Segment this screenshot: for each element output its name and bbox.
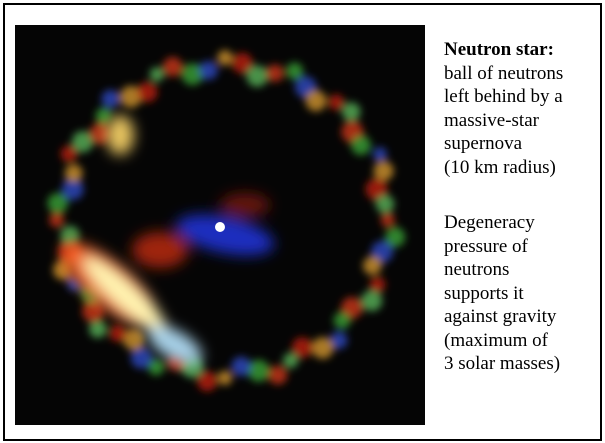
definition-line: left behind by a xyxy=(444,85,563,109)
remnant-blob xyxy=(199,61,218,80)
remnant-blob xyxy=(374,161,394,181)
remnant-blob xyxy=(351,135,371,155)
remnant-blob xyxy=(328,94,344,110)
remnant-blob xyxy=(137,82,157,102)
note-line: 3 solar masses) xyxy=(444,352,563,376)
remnant-blob xyxy=(248,360,270,382)
remnant-blob xyxy=(268,366,287,385)
remnant-blob xyxy=(286,63,303,80)
remnant-blob xyxy=(218,371,232,385)
note-line: against gravity xyxy=(444,305,563,329)
remnant-blob xyxy=(342,102,361,121)
note-line: neutrons xyxy=(444,258,563,282)
remnant-blob xyxy=(123,329,144,350)
definition-line: massive-star xyxy=(444,109,563,133)
remnant-blob xyxy=(49,213,64,228)
remnant-blob xyxy=(101,90,119,108)
remnant-blob xyxy=(217,50,232,65)
remnant-blob xyxy=(370,277,386,293)
remnant-blob xyxy=(131,347,152,368)
remnant-blob xyxy=(109,325,126,342)
remnant-blob xyxy=(246,65,268,87)
note-line: Degeneracy xyxy=(444,211,563,235)
remnant-blob xyxy=(381,213,395,227)
note-line: supports it xyxy=(444,282,563,306)
remnant-blob xyxy=(60,226,79,245)
remnant-blob xyxy=(312,337,334,359)
remnant-blob xyxy=(305,90,326,111)
note-line: pressure of xyxy=(444,235,563,259)
remnant-blob xyxy=(376,195,395,214)
remnant-blob xyxy=(334,312,351,329)
remnant-blob xyxy=(89,320,107,338)
remnant-blob xyxy=(150,67,164,81)
remnant-blob xyxy=(283,353,298,368)
definition-line: ball of neutrons xyxy=(444,62,563,86)
definition-line: supernova xyxy=(444,132,563,156)
remnant-blob xyxy=(363,256,382,275)
remnant-blob xyxy=(361,290,382,311)
remnant-blob xyxy=(96,108,112,124)
supernova-image xyxy=(15,25,425,425)
definition-line: (10 km radius) xyxy=(444,156,563,180)
page: Neutron star:ball of neutronsleft behind… xyxy=(0,0,605,443)
remnant-blob xyxy=(65,164,83,182)
remnant-blob xyxy=(231,357,251,377)
remnant-blob xyxy=(266,64,283,81)
term: Neutron star: xyxy=(444,38,563,62)
neutron-star-dot xyxy=(215,222,225,232)
remnant-blob xyxy=(163,57,183,77)
spacer xyxy=(444,179,563,211)
remnant-blob xyxy=(373,147,387,161)
note-line: (maximum of xyxy=(444,329,563,353)
